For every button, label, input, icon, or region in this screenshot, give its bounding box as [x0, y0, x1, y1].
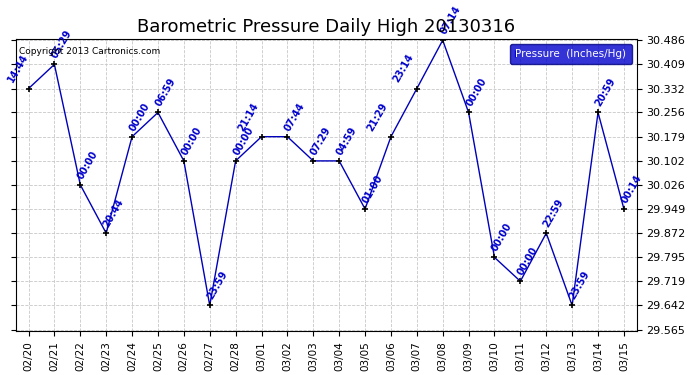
Text: 22:59: 22:59 — [542, 197, 566, 229]
Text: 07:29: 07:29 — [309, 125, 333, 157]
Text: 00:00: 00:00 — [128, 100, 152, 132]
Text: 21:29: 21:29 — [366, 100, 390, 132]
Text: 23:14: 23:14 — [391, 53, 415, 84]
Text: 00:14: 00:14 — [620, 173, 644, 205]
Text: 00:00: 00:00 — [179, 125, 204, 157]
Text: 00:00: 00:00 — [490, 221, 514, 253]
Text: 20:44: 20:44 — [101, 197, 126, 229]
Text: 01:00: 01:00 — [361, 173, 385, 205]
Text: 23:59: 23:59 — [205, 270, 229, 301]
Text: 00:00: 00:00 — [76, 149, 100, 181]
Legend: Pressure  (Inches/Hg): Pressure (Inches/Hg) — [510, 44, 631, 64]
Text: 05:29: 05:29 — [50, 28, 74, 60]
Text: 04:59: 04:59 — [335, 125, 359, 157]
Text: 14:44: 14:44 — [6, 53, 30, 84]
Text: 00:00: 00:00 — [231, 125, 255, 157]
Text: 07:14: 07:14 — [438, 4, 462, 36]
Text: 00:00: 00:00 — [516, 245, 540, 277]
Text: Copyright 2013 Cartronics.com: Copyright 2013 Cartronics.com — [19, 47, 160, 56]
Text: 20:59: 20:59 — [593, 76, 618, 108]
Text: 00:00: 00:00 — [464, 76, 489, 108]
Text: 06:59: 06:59 — [153, 76, 177, 108]
Text: 07:44: 07:44 — [283, 100, 307, 132]
Text: 21:14: 21:14 — [236, 100, 260, 132]
Text: 23:59: 23:59 — [568, 270, 592, 301]
Title: Barometric Pressure Daily High 20130316: Barometric Pressure Daily High 20130316 — [137, 18, 515, 36]
